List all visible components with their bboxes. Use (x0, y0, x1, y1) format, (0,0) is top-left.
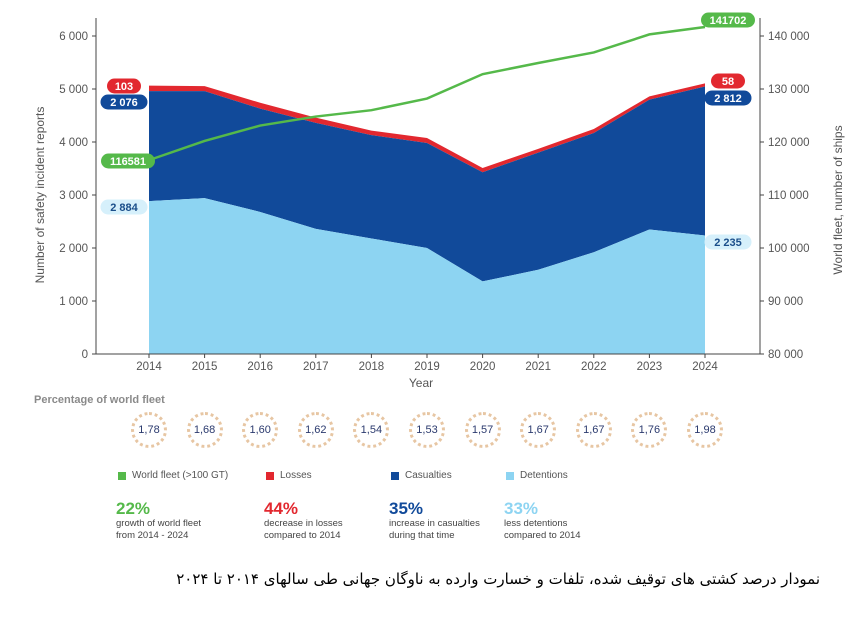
badge-value: 2 235 (714, 237, 742, 249)
percentage-ring: 1,54 (353, 412, 390, 448)
percentage-ring: 1,67 (575, 412, 612, 448)
y-tick-label: 3 000 (59, 190, 88, 202)
stat-desc-2: compared to 2014 (264, 530, 341, 541)
world-fleet-line (148, 25, 706, 162)
stat-desc-1: less detentions (504, 518, 568, 529)
y2-tick-label: 90 000 (768, 296, 803, 308)
x-axis-title: Year (409, 376, 433, 390)
legend-swatch-lightblue (506, 471, 514, 480)
x-tick-label: 2021 (525, 361, 551, 373)
stat-losses-decrease: 44% decrease in losses compared to 2014 (264, 500, 414, 542)
percentage-ring: 1,53 (409, 412, 445, 448)
stat-desc-1: decrease in losses (264, 518, 343, 529)
percentage-ring: 1,98 (687, 412, 723, 448)
percentage-ring: 1,78 (131, 412, 167, 448)
badge-pill (711, 73, 745, 89)
y2-axis-title: World fleet, number of ships (831, 125, 845, 274)
percentage-ring: 1,62 (297, 412, 334, 448)
detentions-start-badge: 2 884 (100, 199, 148, 215)
losses-start-badge: 103 (107, 78, 141, 94)
x-tick-label: 2018 (359, 361, 385, 373)
x-tick-label: 2017 (303, 361, 329, 373)
percentage-ring: 1,76 (631, 412, 668, 448)
y-tick-label: 0 (82, 349, 88, 361)
y-tick-label: 5 000 (59, 84, 88, 96)
figure-caption: نمودار درصد کشتی های توقیف شده، تلفات و … (176, 570, 820, 588)
stat-desc-2: compared to 2014 (504, 530, 581, 541)
x-tick-label: 2015 (192, 361, 218, 373)
x-tick-label: 2019 (414, 361, 440, 373)
stat-value: 44% (264, 499, 299, 518)
legend-swatch-green (118, 471, 126, 480)
legend-detentions: Detentions (506, 470, 568, 481)
badge-pill (704, 234, 752, 250)
stat-value: 22% (116, 499, 151, 518)
fleet-start-badge: 116581 (101, 153, 155, 169)
y2-tick-label: 140 000 (768, 31, 810, 43)
legend-losses: Losses (266, 470, 312, 481)
badge-value: 116581 (110, 156, 146, 168)
stat-desc-1: increase in casualties (389, 518, 480, 529)
legend-world-fleet: World fleet (>100 GT) (118, 470, 228, 481)
incident-chart: 0 1 000 2 000 3 000 4 000 5 000 6 000 80 000 90 … (33, 12, 845, 390)
y-tick-label: 4 000 (59, 137, 88, 149)
detentions-end-badge: 2 235 (704, 234, 752, 250)
x-tick-label: 2024 (692, 361, 718, 373)
badge-value: 141702 (710, 15, 747, 27)
y2-tick-label: 110 000 (768, 190, 809, 202)
fleet-end-badge: 141702 (701, 12, 755, 28)
legend-casualties: Casualties (391, 470, 452, 481)
casualties-start-badge: 2 076 (100, 94, 148, 110)
stat-desc-2: from 2014 - 2024 (116, 530, 189, 541)
x-tick-label: 2014 (136, 361, 162, 373)
badge-pill (100, 94, 148, 110)
badge-pill (100, 199, 148, 215)
badge-value: 2 812 (714, 93, 742, 105)
percentage-ring: 1,60 (242, 412, 279, 448)
badge-value: 103 (115, 81, 133, 93)
percentage-ring: 1,68 (186, 412, 223, 448)
x-tick-label: 2016 (247, 361, 273, 373)
badge-pill (107, 78, 141, 94)
x-tick-label: 2022 (581, 361, 607, 373)
stat-casualties-increase: 35% increase in casualties during that t… (389, 500, 539, 542)
y2-tick-label: 120 000 (768, 137, 810, 149)
detentions-area (149, 198, 705, 354)
losses-end-badge: 58 (711, 73, 745, 89)
percentage-ring: 1,67 (520, 412, 557, 448)
badge-value: 58 (722, 76, 734, 88)
y-tick-label: 2 000 (59, 243, 88, 255)
x-tick-label: 2023 (637, 361, 663, 373)
stat-value: 33% (504, 499, 539, 518)
stat-fleet-growth: 22% growth of world fleet from 2014 - 20… (116, 500, 266, 542)
y-tick-label: 6 000 (59, 31, 88, 43)
stat-value: 35% (389, 499, 424, 518)
y2-tick-label: 100 000 (768, 243, 810, 255)
stat-desc-1: growth of world fleet (116, 518, 202, 529)
percentage-title: Percentage of world fleet (34, 394, 165, 406)
y-axis-title: Number of safety incident reports (33, 107, 47, 284)
percentage-ring: 1,57 (464, 412, 501, 448)
y-tick-label: 1 000 (59, 296, 88, 308)
badge-pill (701, 12, 755, 28)
x-tick-label: 2020 (470, 361, 496, 373)
stat-detentions-decrease: 33% less detentions compared to 2014 (504, 500, 654, 542)
stat-desc-2: during that time (389, 530, 455, 541)
badge-value: 2 884 (110, 202, 138, 214)
y2-tick-label: 130 000 (768, 84, 810, 96)
badge-pill (704, 90, 752, 106)
y2-tick-label: 80 000 (768, 349, 803, 361)
legend-swatch-red (266, 471, 274, 480)
casualties-end-badge: 2 812 (704, 90, 752, 106)
badge-pill (101, 153, 155, 169)
casualties-area (149, 86, 705, 282)
badge-value: 2 076 (110, 97, 138, 109)
legend-swatch-navy (391, 471, 399, 480)
